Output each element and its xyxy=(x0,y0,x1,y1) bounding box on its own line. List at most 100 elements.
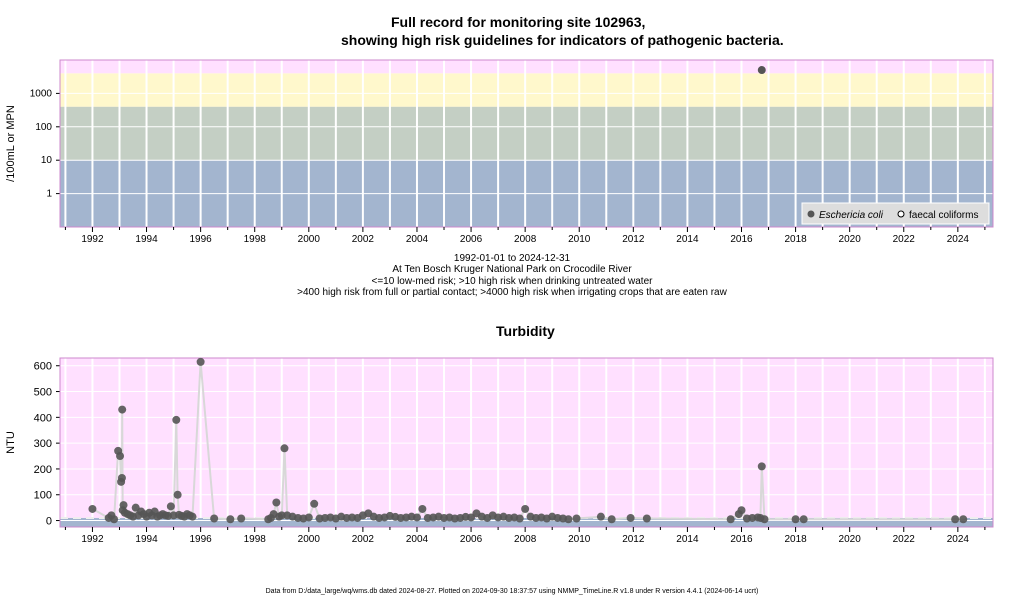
y-tick-label: 100 xyxy=(34,490,52,502)
y-tick-label: 500 xyxy=(34,387,52,399)
x-tick-label: 1996 xyxy=(190,234,213,245)
turbidity-point xyxy=(237,514,246,523)
x-tick-label: 2006 xyxy=(460,234,483,245)
x-tick-label: 1994 xyxy=(135,234,158,245)
x-tick-label: 2002 xyxy=(352,234,375,245)
x-tick-label: 2016 xyxy=(730,534,753,545)
x-tick-label: 2024 xyxy=(947,234,970,245)
band-drinking-risk xyxy=(60,106,993,161)
legend-box xyxy=(801,202,990,225)
subtitle-risk-contact: >400 high risk from full or partial cont… xyxy=(297,287,727,298)
turbidity-low-band xyxy=(60,517,993,527)
y-axis-label: NTU xyxy=(5,431,17,454)
turbidity-point xyxy=(760,515,769,524)
x-tick-label: 2018 xyxy=(784,234,807,245)
turbidity-point xyxy=(799,515,808,524)
turbidity-point xyxy=(596,512,605,521)
turbidity-background xyxy=(60,358,993,527)
x-tick-label: 2002 xyxy=(352,534,375,545)
subtitle-location: At Ten Bosch Kruger National Park on Cro… xyxy=(392,264,632,275)
legend-marker-ecoli xyxy=(807,210,815,218)
y-axis-label: /100mL or MPN xyxy=(5,105,17,182)
y-tick-label: 400 xyxy=(34,412,52,424)
turbidity-point xyxy=(210,514,219,523)
turbidity-point xyxy=(119,501,128,510)
turbidity-point xyxy=(572,514,581,523)
x-tick-label: 2004 xyxy=(406,534,429,545)
plot-border xyxy=(59,59,994,228)
legend-label-ecoli: Eschericia coli xyxy=(819,210,884,221)
x-tick-label: 1996 xyxy=(190,534,213,545)
y-tick-label: 600 xyxy=(34,361,52,373)
subtitle-date-range: 1992-01-01 to 2024-12-31 xyxy=(453,253,571,264)
x-tick-label: 2010 xyxy=(568,534,591,545)
turbidity-point xyxy=(412,513,421,522)
legend-marker-faecal xyxy=(897,210,905,218)
ecoli-point xyxy=(757,66,766,75)
turbidity-point xyxy=(564,515,573,524)
turbidity-point xyxy=(521,504,530,513)
subtitle-risk-drinking: <=10 low-med risk; >10 high risk when dr… xyxy=(371,276,653,287)
x-tick-label: 2008 xyxy=(514,534,537,545)
x-tick-label: 2012 xyxy=(622,534,645,545)
turbidity-point xyxy=(515,514,524,523)
turbidity-point xyxy=(188,512,197,521)
turbidity-point xyxy=(310,499,319,508)
turbidity-point xyxy=(166,502,175,511)
turbidity-point xyxy=(951,515,960,524)
band-contact-risk xyxy=(60,73,993,107)
x-tick-label: 2020 xyxy=(839,234,862,245)
x-tick-label: 2008 xyxy=(514,234,537,245)
x-tick-label: 2022 xyxy=(893,534,916,545)
x-tick-label: 2020 xyxy=(839,534,862,545)
turbidity-point xyxy=(118,405,127,414)
turbidity-point xyxy=(226,515,235,524)
turbidity-point xyxy=(172,415,181,424)
turbidity-point xyxy=(88,504,97,513)
turbidity-point xyxy=(196,357,205,366)
turbidity-point xyxy=(791,515,800,524)
bacteria-panel: 1 10 100 1000/100mL or MPN 1992 1994 1996 1998 2… xyxy=(5,59,994,245)
x-tick-label: 1994 xyxy=(135,534,158,545)
turbidity-point xyxy=(467,513,476,522)
turbidity-point xyxy=(757,462,766,471)
y-tick-label: 1 xyxy=(46,189,52,200)
turbidity-point xyxy=(607,515,616,524)
x-tick-label: 1998 xyxy=(244,534,267,545)
y-tick-label: 0 xyxy=(46,516,52,528)
turbidity-title: Turbidity xyxy=(496,323,555,339)
x-tick-label: 2014 xyxy=(676,234,699,245)
turbidity-point xyxy=(173,490,182,499)
x-tick-label: 2014 xyxy=(676,534,699,545)
x-tick-label: 1992 xyxy=(81,234,104,245)
chart-title-line2: showing high risk guidelines for indicat… xyxy=(341,32,784,48)
turbidity-point xyxy=(418,504,427,513)
y-tick-label: 10 xyxy=(41,155,53,166)
legend-label-faecal: faecal coliforms xyxy=(909,210,978,221)
turbidity-point xyxy=(642,514,651,523)
x-tick-label: 2018 xyxy=(784,534,807,545)
turbidity-point xyxy=(304,513,313,522)
legend: Eschericia coli faecal coliforms xyxy=(801,202,990,225)
x-tick-label: 2012 xyxy=(622,234,645,245)
x-tick-label: 1992 xyxy=(81,534,104,545)
x-tick-label: 2000 xyxy=(298,534,321,545)
turbidity-point xyxy=(116,452,125,461)
y-tick-label: 300 xyxy=(34,438,52,450)
x-tick-label: 2010 xyxy=(568,234,591,245)
x-tick-label: 2006 xyxy=(460,534,483,545)
turbidity-point xyxy=(959,515,968,524)
y-tick-label: 100 xyxy=(35,122,52,133)
y-tick-label: 1000 xyxy=(30,88,53,99)
x-tick-label: 2004 xyxy=(406,234,429,245)
footer-note: Data from D:/data_large/wq/wms.db dated … xyxy=(265,588,759,595)
turbidity-panel: 0 100 200 300 400 500 600 NTU 1992 1994 1996 1998 20… xyxy=(5,357,994,545)
turbidity-point xyxy=(726,515,735,524)
x-tick-label: 2024 xyxy=(947,534,970,545)
turbidity-point xyxy=(280,444,289,453)
turbidity-point xyxy=(272,498,281,507)
plot-border xyxy=(59,357,994,528)
turbidity-point xyxy=(626,513,635,522)
turbidity-point xyxy=(737,506,746,515)
